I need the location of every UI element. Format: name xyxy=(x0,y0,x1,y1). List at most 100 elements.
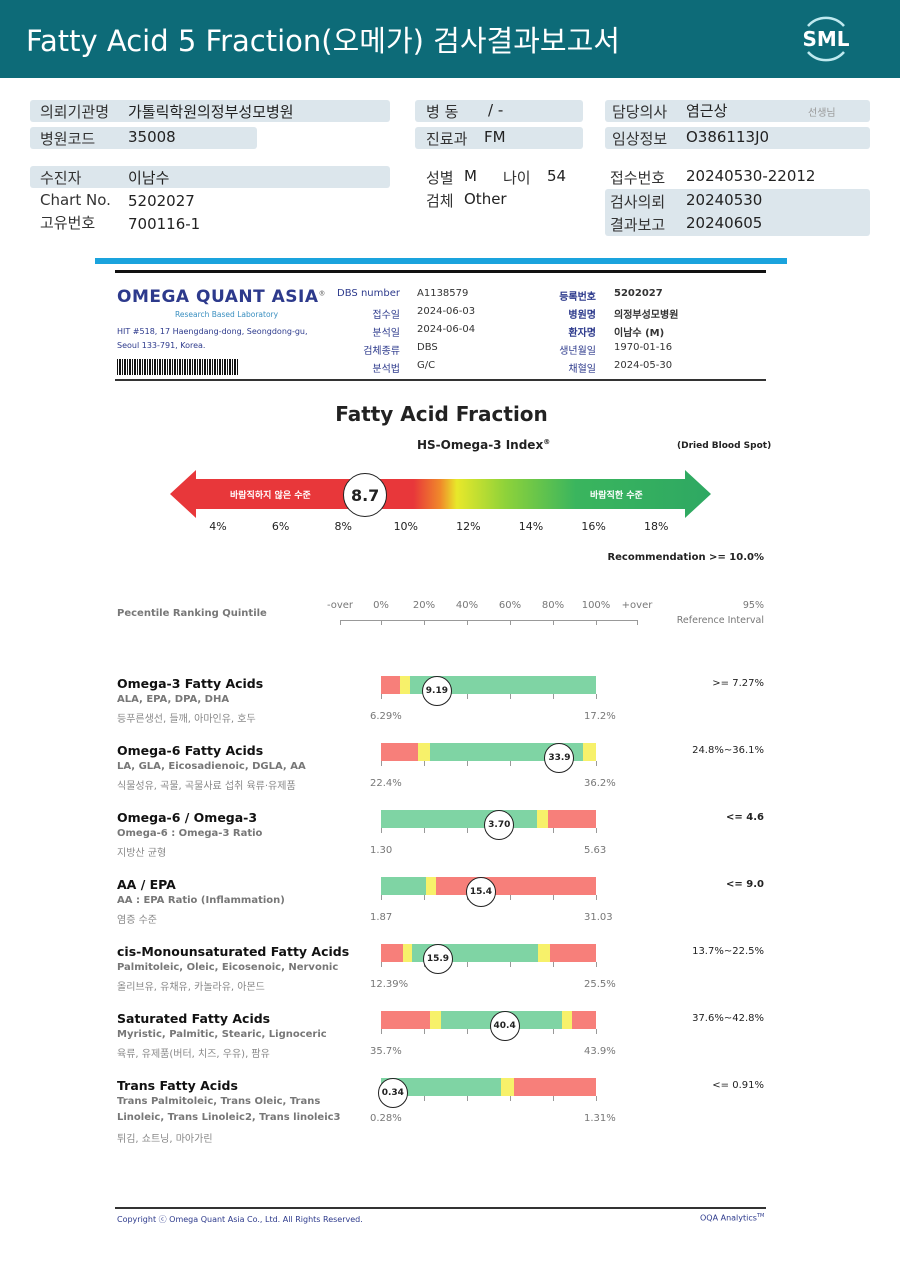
zone-yellow xyxy=(417,743,431,761)
bar-tick xyxy=(553,962,554,967)
index-title: Fatty Acid Fraction xyxy=(335,402,548,426)
row-value-marker: 15.9 xyxy=(422,944,453,974)
row-title: Trans Fatty Acids xyxy=(117,1078,238,1093)
report-header-bar xyxy=(0,0,900,78)
row-min: 35.7% xyxy=(370,1046,402,1057)
row-components: Trans Palmitoleic, Trans Oleic, Trans xyxy=(117,1096,321,1107)
row-max: 36.2% xyxy=(584,778,616,789)
scale-label: 100% xyxy=(581,600,611,611)
lab-tagline: Research Based Laboratory xyxy=(175,310,279,319)
copyright: Copyright ⓒ Omega Quant Asia Co., Ltd. A… xyxy=(117,1215,363,1224)
bar-tick xyxy=(424,761,425,766)
clinical-row xyxy=(605,127,870,149)
bar-tick xyxy=(510,694,511,699)
row-min: 0.28% xyxy=(370,1113,402,1124)
sex-value: M xyxy=(464,167,477,185)
scale-label: -over xyxy=(326,600,354,611)
ref-header-2: Reference Interval xyxy=(676,615,764,626)
row-components: LA, GLA, Eicosadienoic, DGLA, AA xyxy=(117,761,306,772)
institution-row xyxy=(30,100,390,122)
bar-tick xyxy=(596,828,597,833)
lab-field-value: 2024-05-30 xyxy=(614,360,673,371)
bar-tick xyxy=(553,895,554,900)
report-title: Fatty Acid 5 Fraction(오메가) 검사결과보고서 xyxy=(26,24,620,58)
zone-green xyxy=(381,1078,502,1096)
zone-yellow xyxy=(536,810,548,828)
ward-row xyxy=(415,100,583,122)
report-label: 결과보고 xyxy=(610,216,666,234)
bar-tick xyxy=(467,828,468,833)
row-reference: 37.6%~42.8% xyxy=(692,1013,764,1024)
row-reference: 24.8%~36.1% xyxy=(692,745,764,756)
row-value-marker: 0.34 xyxy=(377,1078,408,1108)
row-max: 31.03 xyxy=(584,912,613,923)
row-components-2: Linoleic, Trans Linoleic2, Trans linolei… xyxy=(117,1112,341,1123)
scale-tick xyxy=(510,620,511,625)
doctor-value: 염근상 xyxy=(686,102,728,120)
scale-tick xyxy=(553,620,554,625)
lab-field-label: 병원명 xyxy=(568,310,596,321)
gauge-tick-label: 12% xyxy=(456,520,481,533)
row-components: ALA, EPA, DPA, DHA xyxy=(117,694,230,705)
patient-label: 수진자 xyxy=(40,169,82,187)
zone-yellow xyxy=(402,944,413,962)
lab-field-label: 분석일 xyxy=(372,328,400,339)
bad-level-label: 바람직하지 않은 수준 xyxy=(230,491,311,501)
scale-label: 0% xyxy=(373,600,389,611)
row-min: 1.87 xyxy=(370,912,393,923)
lab-field-value: 1970-01-16 xyxy=(614,342,673,353)
row-min: 1.30 xyxy=(370,845,393,856)
zone-red xyxy=(549,944,596,962)
ward-label: 병 동 xyxy=(426,103,459,121)
row-value-marker: 33.9 xyxy=(544,743,575,773)
scale-tick xyxy=(467,620,468,625)
bar-tick xyxy=(553,1096,554,1101)
institution-value: 가톨릭학원의정부성모병원 xyxy=(128,103,294,121)
row-food-sources: 등푸른생선, 들깨, 아마인유, 호두 xyxy=(117,714,256,725)
row-components: Palmitoleic, Oleic, Eicosenoic, Nervonic xyxy=(117,962,339,973)
code-row xyxy=(30,127,257,149)
row-food-sources: 튀김, 쇼트닝, 마아가린 xyxy=(117,1134,213,1145)
scale-label: 80% xyxy=(541,600,565,611)
gauge-tick-label: 16% xyxy=(581,520,606,533)
scale-tick xyxy=(424,620,425,625)
lab-field-value: G/C xyxy=(417,360,436,371)
bar-tick xyxy=(467,1029,468,1034)
row-food-sources: 식물성유, 곡물, 곡물사료 섭취 육류·유제품 xyxy=(117,781,296,792)
row-max: 25.5% xyxy=(584,979,616,990)
dates-box xyxy=(605,189,870,236)
zone-yellow xyxy=(583,743,596,761)
lab-field-value: 5202027 xyxy=(614,288,663,299)
specimen-value: Other xyxy=(464,190,507,208)
doctor-row xyxy=(605,100,870,122)
index-value-marker: 8.7 xyxy=(343,473,388,517)
footer-rule xyxy=(115,1207,766,1209)
zone-yellow xyxy=(537,944,550,962)
bar-tick xyxy=(467,1096,468,1101)
scale-tick xyxy=(596,620,597,625)
bar-tick xyxy=(424,1029,425,1034)
scale-label: 40% xyxy=(455,600,479,611)
row-range-bar xyxy=(381,1011,596,1029)
uid-label: 고유번호 xyxy=(40,214,96,232)
gauge-tick-label: 8% xyxy=(334,520,352,533)
clinical-value: O386113J0 xyxy=(686,128,770,146)
row-reference: <= 4.6 xyxy=(726,812,764,823)
bar-tick xyxy=(424,1096,425,1101)
index-subtitle: HS-Omega-3 Index® xyxy=(417,438,551,452)
gauge-tick-label: 14% xyxy=(518,520,544,533)
request-value: 20240530 xyxy=(686,191,763,209)
divider xyxy=(95,258,787,264)
row-food-sources: 육류, 유제품(버터, 치즈, 우유), 팜유 xyxy=(117,1049,270,1060)
bar-tick xyxy=(596,895,597,900)
row-food-sources: 지방산 균형 xyxy=(117,848,167,859)
row-max: 17.2% xyxy=(584,711,616,722)
bar-tick xyxy=(467,962,468,967)
receipt-value: 20240530-22012 xyxy=(686,167,816,185)
lab-field-label: 환자명 xyxy=(568,328,596,339)
patient-row xyxy=(30,166,390,188)
row-food-sources: 염증 수준 xyxy=(117,915,157,926)
lab-field-value: 이남수 (M) xyxy=(614,328,665,339)
oqa-brand: OQA AnalyticsTM xyxy=(700,1213,765,1223)
dept-value: FM xyxy=(484,128,506,146)
